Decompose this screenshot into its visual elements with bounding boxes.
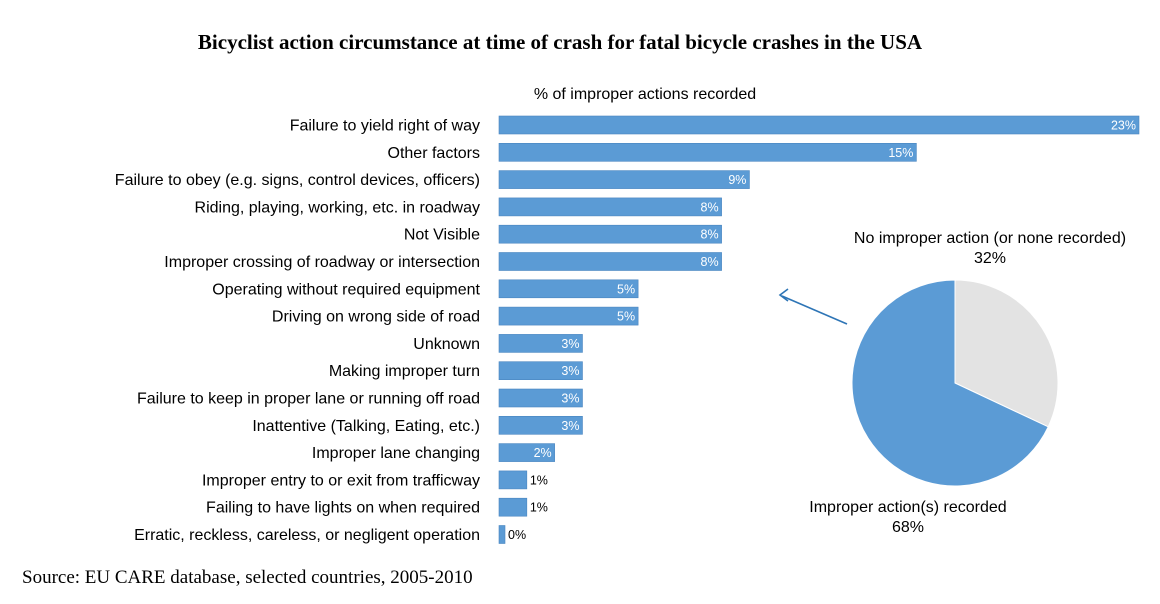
category-label: Failing to have lights on when required — [206, 500, 480, 517]
bar — [498, 525, 506, 544]
bar — [498, 470, 528, 490]
bar-value-label: 3% — [561, 337, 579, 351]
bar-value-label: 9% — [728, 173, 746, 187]
bar — [498, 252, 722, 271]
bar — [498, 497, 528, 517]
bar-value-label: 15% — [888, 146, 913, 160]
chart-title: Bicyclist action circumstance at time of… — [197, 30, 923, 54]
bar-value-label: 1% — [530, 501, 548, 515]
pie-slice-no-improper — [954, 279, 1059, 428]
bar — [498, 388, 583, 408]
bar — [498, 306, 639, 326]
bar-value-label: 3% — [561, 392, 579, 406]
pointer-arrow — [778, 288, 848, 325]
bar-value-label: 0% — [508, 528, 526, 542]
pie-value-improper: 68% — [892, 519, 924, 536]
bar — [498, 170, 750, 189]
bar-value-label: 5% — [617, 310, 635, 324]
pie-value-no-improper: 32% — [974, 250, 1006, 267]
category-label: Improper entry to or exit from trafficwa… — [202, 472, 480, 489]
category-label: Not Visible — [404, 227, 480, 244]
bar-chart: Failure to yield right of way 23% Other fa… — [115, 115, 1140, 544]
category-label: Operating without required equipment — [212, 281, 480, 298]
bar-value-label: 3% — [561, 419, 579, 433]
category-label: Riding, playing, working, etc. in roadwa… — [195, 199, 480, 216]
bar — [498, 224, 722, 244]
category-label: Erratic, reckless, careless, or negligen… — [134, 527, 480, 544]
bar — [498, 415, 583, 435]
bar-value-label: 1% — [530, 473, 548, 487]
category-label: Making improper turn — [329, 363, 480, 380]
bar — [498, 361, 583, 381]
bar — [498, 279, 639, 299]
bar — [498, 443, 555, 462]
bar — [498, 334, 583, 353]
category-label: Other factors — [388, 145, 480, 162]
bar — [498, 197, 722, 217]
bar-axis-label: % of improper actions recorded — [534, 86, 756, 103]
category-label: Failure to yield right of way — [290, 118, 480, 135]
pie-label-no-improper: No improper action (or none recorded) — [854, 230, 1126, 247]
pie-label-improper: Improper action(s) recorded — [809, 499, 1006, 516]
category-label: Driving on wrong side of road — [272, 309, 480, 326]
category-label: Improper lane changing — [312, 445, 480, 462]
bar-value-label: 3% — [561, 364, 579, 378]
category-label: Improper crossing of roadway or intersec… — [164, 254, 480, 271]
bar-value-label: 8% — [701, 228, 719, 242]
pie-slice-improper — [851, 279, 1049, 487]
bar-value-label: 23% — [1111, 119, 1136, 133]
pie-chart — [851, 279, 1059, 487]
category-label: Inattentive (Talking, Eating, etc.) — [252, 418, 480, 435]
category-label: Failure to keep in proper lane or runnin… — [137, 391, 480, 408]
bar-value-label: 2% — [534, 446, 552, 460]
bar-value-label: 5% — [617, 282, 635, 296]
bar — [498, 143, 917, 162]
source-note: Source: EU CARE database, selected count… — [22, 567, 473, 588]
bar-value-label: 8% — [701, 255, 719, 269]
bar — [498, 115, 1140, 135]
category-label: Failure to obey (e.g. signs, control dev… — [115, 172, 480, 189]
category-label: Unknown — [413, 336, 480, 353]
bar-value-label: 8% — [701, 200, 719, 214]
